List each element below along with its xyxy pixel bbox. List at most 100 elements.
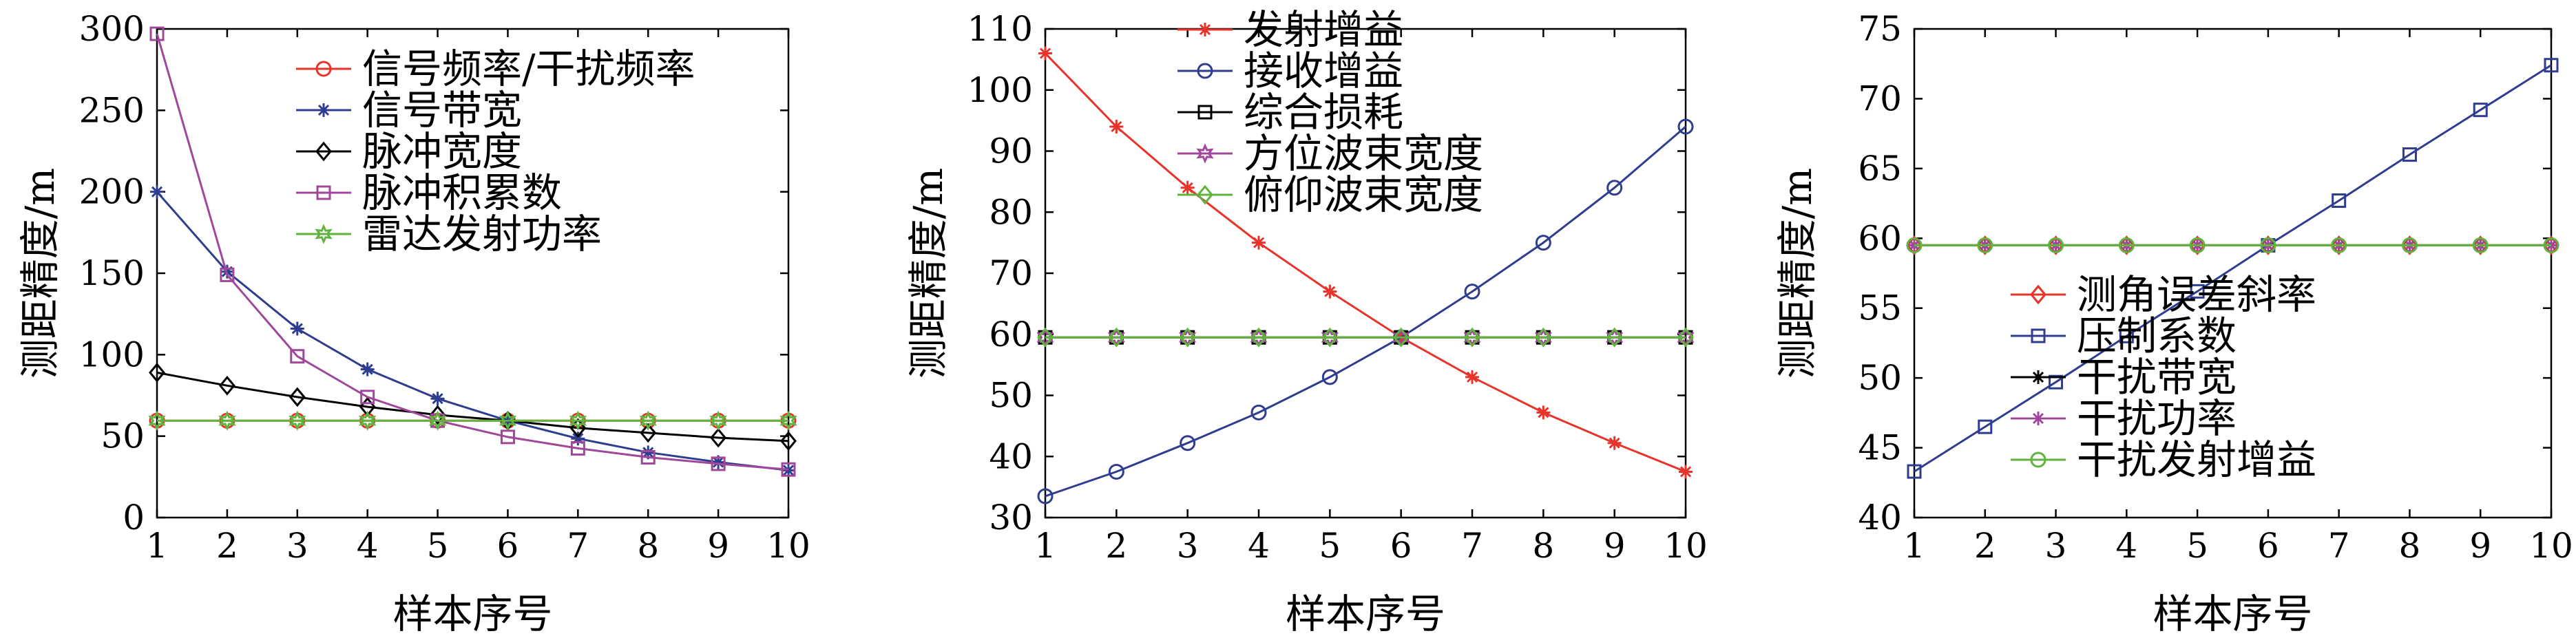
series-5 <box>148 410 797 431</box>
y-tick-label: 150 <box>79 253 145 293</box>
legend-marker <box>2030 284 2046 305</box>
data-point-marker <box>709 410 727 431</box>
data-point-marker <box>1606 327 1623 348</box>
data-point-marker <box>428 410 447 431</box>
x-tick-label: 3 <box>286 526 308 566</box>
data-point-marker <box>780 431 797 451</box>
x-tick-label: 2 <box>216 526 238 566</box>
y-tick-label: 40 <box>1858 498 1902 538</box>
legend-label: 脉冲宽度 <box>362 128 522 175</box>
legend-label: 干扰功率 <box>2077 395 2237 442</box>
legend-marker <box>315 141 332 162</box>
x-tick-label: 8 <box>1532 526 1554 566</box>
y-tick-label: 30 <box>989 498 1033 538</box>
y-tick-label: 45 <box>1858 428 1902 468</box>
legend-marker <box>2031 370 2045 384</box>
x-tick-label: 5 <box>427 526 449 566</box>
y-tick-label: 200 <box>79 172 145 212</box>
data-point-marker <box>360 362 375 376</box>
data-point-marker <box>1906 237 1923 253</box>
data-point-marker <box>149 363 165 383</box>
data-point-marker <box>2189 237 2206 253</box>
legend-label: 综合损耗 <box>1244 89 1403 136</box>
data-point-marker <box>2189 235 2206 255</box>
x-tick-label: 2 <box>1974 526 1996 566</box>
y-tick-label: 65 <box>1858 149 1902 189</box>
data-point-marker <box>2119 328 2134 343</box>
data-point-marker <box>1038 46 1052 61</box>
data-point-marker <box>1464 327 1480 348</box>
data-point-marker <box>2544 58 2559 73</box>
legend-label: 雷达发射功率 <box>362 211 602 257</box>
data-point-marker <box>2473 103 2488 118</box>
x-tick-label: 9 <box>2469 526 2491 566</box>
data-point-marker <box>2401 237 2418 253</box>
data-point-marker <box>2331 237 2347 253</box>
series-2 <box>150 184 795 478</box>
data-point-marker <box>1109 120 1124 134</box>
legend-marker <box>1196 143 1214 164</box>
legend-marker <box>315 224 333 244</box>
data-point-marker <box>641 445 656 460</box>
legend-label: 信号频率/干扰频率 <box>362 45 695 92</box>
series-1 <box>1038 46 1693 479</box>
data-point-marker <box>1906 235 1923 255</box>
legend-marker <box>317 103 331 117</box>
data-point-marker <box>1978 419 1993 434</box>
x-tick-label: 9 <box>707 526 729 566</box>
legend-marker <box>1197 105 1213 120</box>
data-point-marker <box>1250 327 1267 348</box>
x-axis-title: 样本序号 <box>1286 591 1445 637</box>
x-tick-label: 1 <box>1903 526 1925 566</box>
x-tick-label: 7 <box>2328 526 2350 566</box>
legend-marker <box>1197 184 1213 205</box>
series-line <box>156 371 789 443</box>
data-point-marker <box>2543 237 2559 253</box>
data-point-marker <box>1607 436 1622 450</box>
series-5 <box>1037 327 1694 348</box>
data-point-marker <box>1250 404 1267 421</box>
y-tick-label: 250 <box>79 90 145 130</box>
x-tick-label: 5 <box>1319 526 1341 566</box>
x-tick-label: 6 <box>2257 526 2279 566</box>
chart-panel-1: 1 2 3 4 5 6 7 8 9 10050100150200250300样本序号测距精度/m信… <box>17 9 810 637</box>
legend-label: 脉冲积累数 <box>362 169 562 216</box>
data-point-marker <box>289 387 306 407</box>
data-point-marker <box>569 410 587 431</box>
y-tick-label: 40 <box>989 436 1033 476</box>
data-point-marker <box>430 392 445 406</box>
data-point-marker <box>149 26 165 41</box>
legend-marker <box>315 61 332 77</box>
x-axis-title: 样本序号 <box>2153 591 2312 637</box>
x-tick-label: 10 <box>1664 526 1708 566</box>
chart-panel-2: 1 2 3 4 5 6 7 8 9 10 30 40 50 60 70 80 90 100 110 样本序号 测距精度/… <box>905 6 1708 637</box>
series-line <box>156 191 789 471</box>
legend-label: 俯仰波束宽度 <box>1244 171 1483 218</box>
data-point-marker <box>1179 327 1196 348</box>
legend-label: 干扰带宽 <box>2077 354 2237 401</box>
legend-label: 干扰发射增益 <box>2077 436 2316 483</box>
data-point-marker <box>1677 327 1694 348</box>
data-point-marker <box>1037 488 1054 504</box>
data-point-marker <box>2047 235 2064 255</box>
data-point-marker <box>500 429 515 445</box>
data-point-marker <box>2260 237 2276 253</box>
y-tick-label: 90 <box>989 131 1033 171</box>
legend-label: 接收增益 <box>1244 47 1403 94</box>
data-point-marker <box>290 349 305 364</box>
y-tick-label: 70 <box>1858 78 1902 118</box>
data-point-marker <box>1252 235 1266 250</box>
data-point-marker <box>781 462 796 477</box>
data-point-marker <box>782 463 795 478</box>
data-point-marker <box>640 423 657 443</box>
data-point-marker <box>2543 235 2559 255</box>
data-point-marker <box>1392 327 1410 348</box>
legend-marker <box>2031 412 2045 425</box>
data-point-marker <box>150 184 164 199</box>
x-tick-label: 8 <box>637 526 659 566</box>
legend-marker <box>1198 23 1212 36</box>
data-point-marker <box>1976 235 1993 255</box>
